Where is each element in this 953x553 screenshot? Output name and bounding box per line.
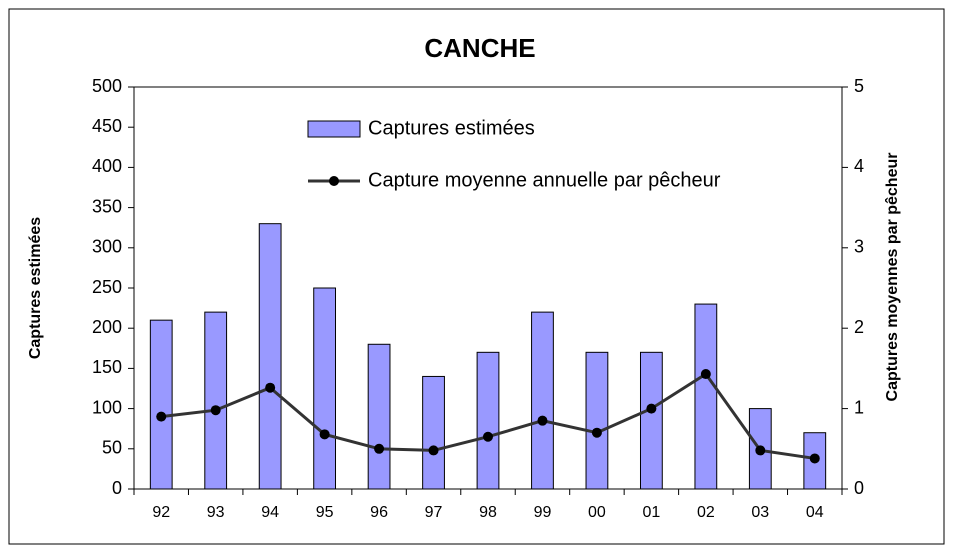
line-marker bbox=[483, 431, 493, 442]
x-tick-label: 96 bbox=[370, 504, 388, 521]
y-tick-label: 100 bbox=[92, 397, 122, 417]
plot-frame bbox=[133, 86, 843, 490]
y-tick-label: 0 bbox=[112, 478, 122, 498]
y2-tick-label: 5 bbox=[854, 76, 864, 96]
y-tick-label: 450 bbox=[92, 116, 122, 136]
y-tick-label: 350 bbox=[92, 196, 122, 216]
y-tick-label: 150 bbox=[92, 357, 122, 377]
y2-axis-label: Captures moyennes par pêcheur bbox=[884, 152, 901, 402]
y-tick-label: 250 bbox=[92, 277, 122, 297]
y-tick-label: 500 bbox=[92, 76, 122, 96]
y2-tick-label: 0 bbox=[854, 478, 864, 498]
legend-label: Captures estimées bbox=[368, 117, 535, 139]
legend-marker bbox=[329, 176, 339, 186]
bar bbox=[149, 319, 173, 490]
x-tick-label: 93 bbox=[207, 504, 225, 521]
bar bbox=[585, 351, 609, 490]
x-tick-label: 92 bbox=[152, 504, 170, 521]
x-tick-label: 04 bbox=[806, 504, 824, 521]
bar bbox=[258, 223, 282, 490]
line-marker bbox=[700, 369, 711, 380]
bar bbox=[422, 375, 445, 490]
y-tick-label: 50 bbox=[102, 438, 122, 458]
line-marker bbox=[755, 445, 766, 456]
x-tick-label: 01 bbox=[642, 504, 660, 521]
x-tick-label: 94 bbox=[261, 504, 279, 521]
x-tick-label: 95 bbox=[316, 504, 334, 521]
x-tick-label: 03 bbox=[751, 504, 769, 521]
y-tick-label: 200 bbox=[92, 317, 122, 337]
x-tick-label: 97 bbox=[425, 504, 443, 521]
bar bbox=[313, 287, 337, 490]
legend-swatch bbox=[307, 120, 361, 138]
x-tick-label: 98 bbox=[479, 504, 497, 521]
bar bbox=[531, 311, 554, 490]
bar bbox=[204, 311, 228, 490]
line-marker bbox=[646, 403, 657, 414]
line-marker bbox=[265, 382, 276, 393]
bar bbox=[639, 351, 663, 490]
y2-tick-label: 1 bbox=[854, 397, 864, 417]
x-tick-label: 02 bbox=[697, 504, 715, 521]
y2-tick-label: 4 bbox=[854, 156, 864, 176]
line-marker bbox=[428, 445, 439, 456]
y2-tick-label: 3 bbox=[854, 237, 864, 257]
chart-title: CANCHE bbox=[424, 33, 535, 63]
line-marker bbox=[156, 411, 167, 422]
y2-tick-label: 2 bbox=[854, 317, 864, 337]
x-tick-label: 99 bbox=[534, 504, 552, 521]
bar bbox=[694, 303, 718, 490]
bar bbox=[367, 343, 391, 490]
line-marker bbox=[374, 443, 385, 454]
y-axis-label: Captures estimées bbox=[27, 217, 44, 359]
y-tick-label: 300 bbox=[92, 237, 122, 257]
line-marker bbox=[537, 415, 548, 426]
line-marker bbox=[210, 405, 221, 416]
line-marker bbox=[319, 429, 330, 440]
y-tick-label: 400 bbox=[92, 156, 122, 176]
x-tick-label: 00 bbox=[588, 504, 606, 521]
line-marker bbox=[809, 453, 820, 464]
legend-label: Capture moyenne annuelle par pêcheur bbox=[368, 169, 721, 191]
bar bbox=[476, 351, 500, 490]
line-marker bbox=[591, 427, 602, 438]
